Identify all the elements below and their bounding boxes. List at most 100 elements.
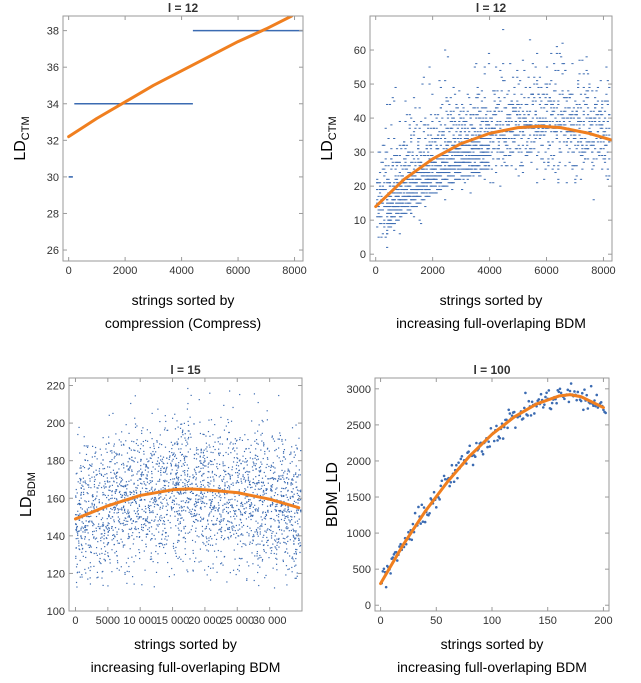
- data-point: [84, 529, 87, 531]
- data-point: [410, 117, 413, 119]
- data-point: [91, 456, 93, 458]
- data-point: [550, 114, 553, 116]
- data-point: [595, 158, 598, 160]
- data-point: [217, 487, 220, 489]
- data-point: [181, 510, 183, 512]
- data-point: [270, 466, 272, 468]
- data-point: [469, 158, 472, 160]
- data-point: [415, 206, 418, 208]
- data-point: [184, 537, 186, 540]
- data-point: [287, 489, 289, 491]
- data-point: [523, 69, 526, 71]
- data-point: [295, 553, 297, 555]
- data-point: [191, 515, 193, 518]
- data-point: [93, 504, 96, 506]
- data-point: [122, 546, 124, 548]
- data-point: [586, 148, 590, 150]
- data-point: [241, 501, 243, 503]
- data-point: [406, 185, 409, 187]
- data-point: [290, 482, 292, 485]
- data-point: [560, 131, 563, 133]
- data-point: [107, 531, 109, 533]
- data-point: [90, 566, 92, 568]
- data-point: [279, 460, 282, 462]
- data-point: [237, 543, 239, 545]
- data-point: [483, 131, 486, 133]
- data-point: [181, 506, 183, 508]
- data-point: [544, 127, 547, 129]
- data-point: [111, 508, 113, 511]
- data-point: [588, 120, 591, 122]
- data-point: [466, 168, 469, 170]
- data-point: [124, 524, 127, 526]
- data-point: [181, 443, 183, 445]
- data-point: [222, 463, 224, 465]
- data-point: [129, 519, 132, 521]
- data-point: [214, 510, 216, 512]
- data-point: [473, 165, 476, 167]
- data-point: [275, 448, 277, 451]
- data-point: [599, 110, 602, 112]
- data-point: [84, 510, 86, 512]
- data-point: [255, 528, 258, 531]
- data-point: [279, 509, 282, 512]
- data-point: [473, 66, 476, 68]
- data-point: [126, 523, 128, 526]
- data-point: [223, 555, 226, 558]
- data-point: [585, 144, 588, 146]
- data-point: [376, 216, 379, 218]
- data-point: [162, 487, 164, 489]
- data-point: [186, 569, 188, 571]
- data-point: [202, 433, 204, 435]
- data-point: [84, 529, 86, 531]
- data-point: [126, 582, 128, 584]
- data-point: [183, 536, 185, 538]
- data-point: [560, 56, 563, 58]
- data-point: [86, 515, 88, 518]
- data-point: [174, 442, 176, 444]
- data-point: [400, 192, 403, 194]
- data-point: [423, 199, 426, 201]
- data-point: [476, 114, 479, 116]
- data-point: [75, 488, 77, 491]
- data-point: [557, 103, 560, 105]
- data-point: [124, 573, 126, 575]
- data-point: [80, 470, 82, 472]
- data-point: [561, 42, 564, 44]
- data-point: [152, 490, 154, 492]
- data-point: [116, 531, 118, 533]
- data-point: [401, 189, 404, 191]
- data-point: [524, 86, 527, 88]
- data-point: [195, 447, 198, 449]
- data-point: [412, 134, 416, 136]
- data-point: [94, 538, 97, 540]
- data-point: [434, 178, 437, 180]
- data-point: [545, 83, 549, 85]
- data-point: [608, 127, 611, 129]
- data-point: [186, 456, 188, 458]
- data-point: [598, 120, 601, 122]
- data-point: [131, 501, 134, 503]
- data-point: [485, 124, 488, 126]
- data-point: [468, 155, 471, 157]
- data-point: [466, 144, 469, 146]
- data-point: [195, 519, 198, 521]
- data-point: [140, 473, 142, 476]
- data-point: [191, 539, 194, 542]
- data-point: [295, 530, 297, 532]
- data-point: [516, 134, 519, 136]
- data-point: [459, 155, 462, 157]
- data-point: [177, 527, 179, 529]
- data-point: [605, 127, 608, 129]
- data-point: [295, 551, 297, 553]
- data-point: [438, 189, 441, 191]
- data-point: [266, 541, 268, 543]
- data-point: [88, 521, 90, 523]
- data-point: [80, 478, 82, 480]
- data-point: [585, 69, 588, 71]
- data-point: [120, 480, 122, 482]
- data-point: [294, 512, 296, 514]
- data-point: [210, 504, 212, 506]
- data-point: [143, 523, 145, 526]
- data-point: [502, 80, 505, 82]
